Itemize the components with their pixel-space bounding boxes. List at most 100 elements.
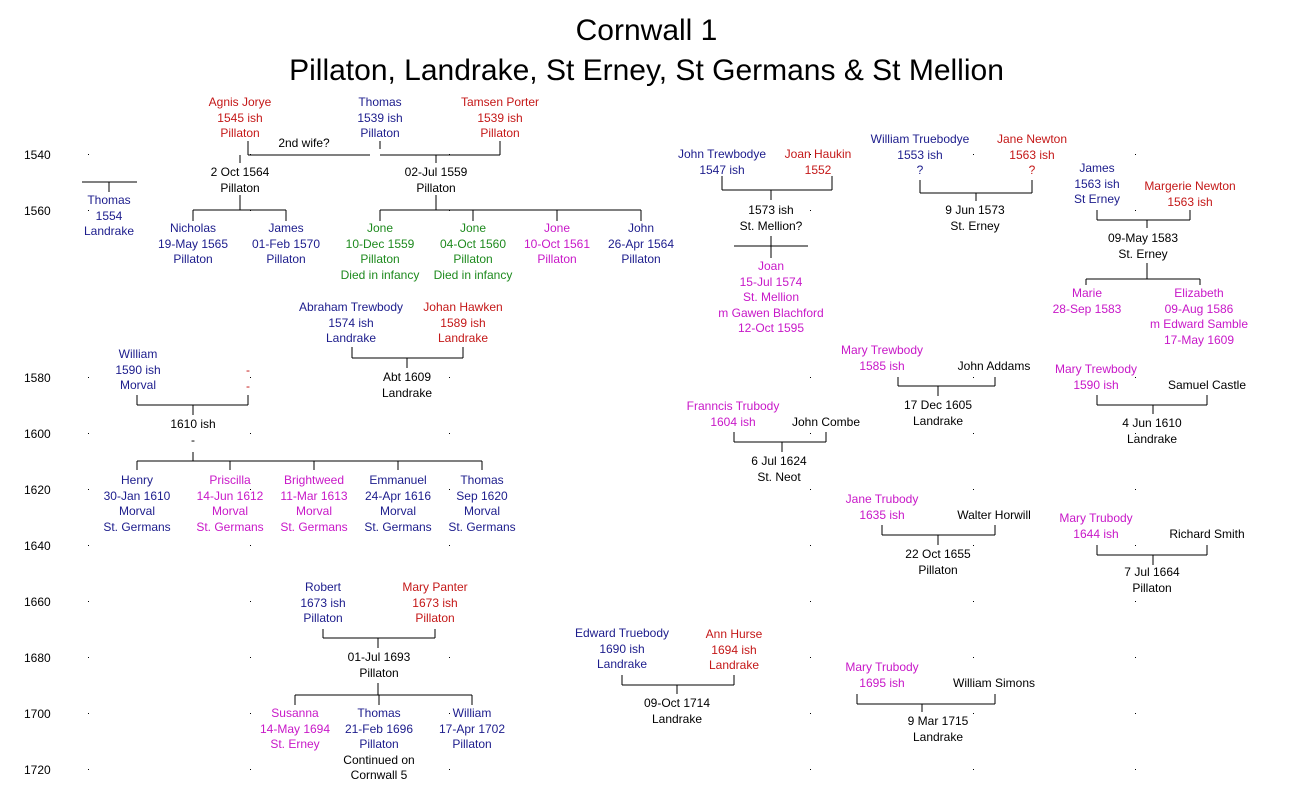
grid-dot — [88, 489, 89, 490]
grid-dot — [810, 769, 811, 770]
person-william-1590: William 1590 ish Morval — [115, 347, 161, 392]
grid-dot — [449, 657, 450, 658]
marriage-1610-landrake: 4 Jun 1610 Landrake — [1122, 416, 1182, 446]
year-label: 1680 — [24, 651, 51, 665]
marriage-1624: 6 Jul 1624 St. Neot — [751, 454, 807, 484]
marriage-1573-mellion: 1573 ish St. Mellion? — [739, 203, 803, 233]
grid-dot — [449, 489, 450, 490]
year-label: 1620 — [24, 483, 51, 497]
grid-dot — [1135, 154, 1136, 155]
marriage-1664: 7 Jul 1664 Pillaton — [1124, 565, 1180, 595]
grid-dot — [973, 489, 974, 490]
person-john-trewbodye: John Trewbodye 1547 ish — [677, 147, 767, 177]
grid-dot — [1135, 377, 1136, 378]
person-samuel-castle: Samuel Castle — [1167, 378, 1247, 392]
person-walter-horwill: Walter Horwill — [957, 508, 1031, 522]
person-brightweed-1613: Brightweed 11-Mar 1613 Morval St. Germans — [280, 473, 348, 534]
grid-dot — [1135, 769, 1136, 770]
grid-dot — [1135, 210, 1136, 211]
grid-dot — [810, 601, 811, 602]
person-william-simons: William Simons — [952, 676, 1036, 690]
marriage-1564: 2 Oct 1564 Pillaton — [210, 165, 270, 195]
person-jane-trubody-1635: Jane Trubody 1635 ish — [845, 492, 919, 522]
marriage-1655: 22 Oct 1655 Pillaton — [905, 547, 971, 577]
grid-dot — [88, 377, 89, 378]
grid-dot — [250, 154, 251, 155]
person-mary-trewbody-1585: Mary Trewbody 1585 ish — [840, 343, 924, 373]
person-jone-1559: Jone 10-Dec 1559 Pillaton Died in infancy — [340, 221, 420, 282]
person-mary-trubody-1644: Mary Trubody 1644 ish — [1059, 511, 1133, 541]
person-unknown-wife: -- — [246, 363, 250, 393]
person-priscilla-1612: Priscilla 14-Jun 1612 Morval St. Germans — [196, 473, 264, 534]
person-jane-newton: Jane Newton 1563 ish? — [996, 132, 1068, 177]
grid-dot — [449, 210, 450, 211]
grid-dot — [810, 154, 811, 155]
marriage-1559: 02-Jul 1559 Pillaton — [404, 165, 468, 195]
grid-dot — [88, 657, 89, 658]
grid-dot — [1135, 713, 1136, 714]
person-agnis-jorye: Agnis Jorye 1545 ish Pillaton — [208, 95, 272, 140]
person-thomas-1539: Thomas 1539 ish Pillaton — [357, 95, 403, 140]
grid-dot — [973, 601, 974, 602]
marriage-1583: 09-May 1583 St. Erney — [1107, 231, 1179, 261]
person-robert-1673: Robert 1673 ish Pillaton — [300, 580, 346, 625]
grid-dot — [88, 433, 89, 434]
person-joan-1574: Joan 15-Jul 1574 St. Mellion m Gawen Blachf… — [718, 259, 824, 335]
grid-dot — [973, 769, 974, 770]
grid-dot — [973, 545, 974, 546]
grid-dot — [88, 210, 89, 211]
grid-dot — [810, 377, 811, 378]
year-label: 1660 — [24, 595, 51, 609]
grid-dot — [250, 489, 251, 490]
grid-dot — [973, 377, 974, 378]
year-label: 1580 — [24, 371, 51, 385]
person-john-1564: John 26-Apr 1564 Pillaton — [607, 221, 675, 266]
person-johan-hawken: Johan Hawken 1589 ish Landrake — [423, 300, 503, 345]
person-mary-trewbody-1590: Mary Trewbody 1590 ish — [1054, 362, 1138, 392]
grid-dot — [250, 210, 251, 211]
year-label: 1560 — [24, 204, 51, 218]
person-james-1570: James 01-Feb 1570 Pillaton — [251, 221, 321, 266]
person-jone-1560: Jone 04-Oct 1560 Pillaton Died in infancy — [433, 221, 513, 282]
person-joan-haukin: Joan Haukin 1552 — [784, 147, 852, 177]
person-abraham-trewbody: Abraham Trewbody 1574 ish Landrake — [298, 300, 404, 345]
person-john-combe: John Combe — [791, 415, 861, 429]
person-marie-1583: Marie 28-Sep 1583 — [1052, 286, 1122, 316]
grid-dot — [810, 545, 811, 546]
grid-dot — [88, 545, 89, 546]
marriage-1693: 01-Jul 1693 Pillaton — [347, 650, 411, 680]
marriage-1605: 17 Dec 1605 Landrake — [903, 398, 973, 428]
grid-dot — [449, 769, 450, 770]
person-nicholas: Nicholas 19-May 1565 Pillaton — [157, 221, 229, 266]
chart-title: Cornwall 1 — [575, 14, 718, 47]
person-jone-1561: Jone 10-Oct 1561 Pillaton — [523, 221, 591, 266]
grid-dot — [973, 433, 974, 434]
person-edward-truebody: Edward Truebody 1690 ish Landrake — [574, 626, 670, 671]
person-william-1702: William 17-Apr 1702 Pillaton — [438, 706, 506, 751]
grid-dot — [973, 713, 974, 714]
person-thomas-1620: Thomas Sep 1620 Morval St. Germans — [448, 473, 516, 534]
person-thomas-1554: Thomas 1554 Landrake — [83, 193, 135, 238]
person-franncis-trubody: Franncis Trubody 1604 ish — [686, 399, 780, 429]
grid-dot — [449, 601, 450, 602]
grid-dot — [810, 657, 811, 658]
person-henry-1610: Henry 30-Jan 1610 Morval St. Germans — [103, 473, 171, 534]
grid-dot — [810, 433, 811, 434]
grid-dot — [88, 769, 89, 770]
marriage-1714: 09-Oct 1714 Landrake — [643, 696, 711, 726]
grid-dot — [250, 433, 251, 434]
marriage-1715: 9 Mar 1715 Landrake — [907, 714, 969, 744]
person-william-truebodye: William Truebodye 1553 ish? — [870, 132, 970, 177]
grid-dot — [1135, 489, 1136, 490]
grid-dot — [810, 489, 811, 490]
year-label: 1640 — [24, 539, 51, 553]
person-richard-smith: Richard Smith — [1169, 527, 1245, 541]
grid-dot — [1135, 601, 1136, 602]
person-margerie-newton: Margerie Newton 1563 ish — [1144, 179, 1236, 209]
grid-dot — [250, 657, 251, 658]
year-label: 1600 — [24, 427, 51, 441]
grid-dot — [810, 210, 811, 211]
person-susanna-1694: Susanna 14-May 1694 St. Erney — [259, 706, 331, 751]
marriage-1573-erney: 9 Jun 1573 St. Erney — [945, 203, 1005, 233]
